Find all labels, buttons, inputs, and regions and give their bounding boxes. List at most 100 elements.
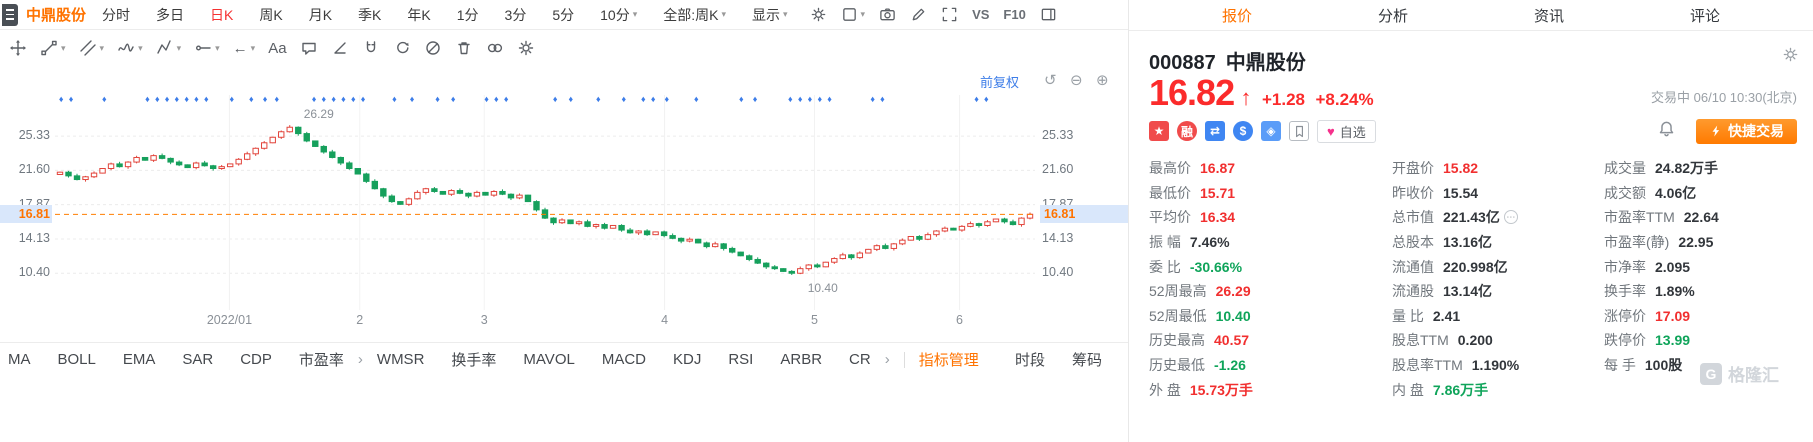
event-diamond-icon[interactable]: ♦ (341, 94, 346, 104)
event-diamond-icon[interactable]: ♦ (552, 94, 558, 104)
magnet-tool[interactable] (359, 37, 383, 59)
event-diamond-icon[interactable]: ♦ (194, 94, 199, 104)
event-diamond-icon[interactable]: ♦ (331, 94, 336, 104)
event-diamond-icon[interactable]: ♦ (164, 94, 170, 104)
delete-drawings-tool[interactable] (452, 37, 476, 59)
indicator-MA[interactable]: MA (8, 351, 31, 368)
toolbar-item-day-k[interactable]: 日K (210, 5, 233, 25)
indicator-市盈率[interactable]: 市盈率 (298, 352, 344, 369)
event-diamond-icon[interactable]: ♦ (880, 94, 885, 104)
event-diamond-icon[interactable]: ♦ (321, 94, 327, 104)
indicator-manage-button[interactable]: 指标管理 (918, 352, 979, 369)
toolbar-item-week-k[interactable]: 周K (259, 5, 282, 25)
tag-badge[interactable]: ◈ (1261, 121, 1281, 141)
chart-mode-时段[interactable]: 时段 (1014, 352, 1045, 369)
horizontal-ray-tool[interactable]: ▾ (191, 37, 223, 59)
indicator-EMA[interactable]: EMA (122, 351, 156, 368)
event-diamond-icon[interactable]: ♦ (595, 94, 601, 104)
toolbar-item-month-k[interactable]: 月K (309, 5, 332, 25)
indicator-SAR[interactable]: SAR (182, 351, 214, 368)
toolbar-item-display[interactable]: 显示 ▾ (752, 5, 788, 25)
event-diamond-icon[interactable]: ♦ (262, 94, 268, 104)
move-tool[interactable] (6, 37, 30, 59)
event-diamond-icon[interactable]: ♦ (807, 94, 813, 104)
toolbar-item-quarter-k[interactable]: 季K (358, 5, 381, 25)
screenshot-icon[interactable] (879, 6, 896, 23)
adjust-mode-link[interactable]: 前复权 (980, 75, 1020, 90)
link-tool[interactable] (483, 37, 507, 59)
toolbar-item-5min[interactable]: 5分 (552, 5, 574, 25)
tab-news[interactable]: 资讯 (1533, 7, 1564, 25)
candlestick-chart[interactable] (55, 95, 1035, 310)
indicator-scroll-right-icon[interactable]: › (357, 351, 363, 368)
channel-tool[interactable]: ▾ (76, 37, 108, 59)
comment-tool[interactable] (297, 37, 321, 59)
toolbar-item-1min[interactable]: 1分 (457, 5, 479, 25)
event-diamond-icon[interactable]: ♦ (797, 94, 803, 104)
arrow-tool[interactable]: ← ▾ (230, 38, 259, 59)
indicator-换手率[interactable]: 换手率 (451, 352, 497, 369)
event-diamond-icon[interactable]: ♦ (503, 94, 509, 104)
indicator-WMSR[interactable]: WMSR (376, 351, 425, 368)
event-diamond-icon[interactable]: ♦ (350, 94, 356, 104)
event-diamond-icon[interactable]: ♦ (229, 94, 235, 104)
panel-settings-icon[interactable] (1782, 46, 1799, 68)
event-diamond-icon[interactable]: ♦ (664, 94, 670, 104)
event-diamond-icon[interactable]: ♦ (435, 94, 440, 104)
event-diamond-icon[interactable]: ♦ (827, 94, 832, 104)
wave-tool[interactable]: ▾ (114, 37, 146, 59)
event-diamond-icon[interactable]: ♦ (311, 94, 317, 104)
toolbar-item-year-k[interactable]: 年K (407, 5, 430, 25)
app-menu-icon[interactable] (2, 3, 18, 26)
event-diamond-icon[interactable]: ♦ (392, 94, 397, 104)
hide-drawings-tool[interactable] (421, 37, 445, 59)
indicator-RSI[interactable]: RSI (728, 351, 754, 368)
sub-indicator-scroll-right-icon[interactable]: › (884, 351, 890, 368)
tab-quote[interactable]: 报价 (1221, 7, 1252, 25)
zoom-in-icon[interactable]: ⊕ (1096, 72, 1109, 89)
angle-tool[interactable] (328, 37, 352, 59)
tab-analysis[interactable]: 分析 (1377, 7, 1408, 25)
draw-mode-icon[interactable] (910, 6, 927, 23)
event-diamond-icon[interactable]: ♦ (984, 94, 989, 104)
indicator-MAVOL[interactable]: MAVOL (523, 351, 575, 368)
event-diamond-icon[interactable]: ♦ (102, 94, 107, 104)
margin-badge[interactable]: 融 (1177, 121, 1197, 141)
undo-icon[interactable]: ↺ (1044, 72, 1057, 89)
toolbar-item-10min[interactable]: 10分 ▾ (600, 5, 637, 25)
event-diamond-icon[interactable]: ♦ (693, 94, 699, 104)
event-diamond-icon[interactable]: ♦ (360, 94, 366, 104)
event-diamond-icon[interactable]: ♦ (641, 94, 646, 104)
event-diamond-icon[interactable]: ♦ (450, 94, 456, 104)
event-diamond-icon[interactable]: ♦ (409, 94, 415, 104)
vs-button[interactable]: VS (972, 7, 989, 22)
event-diamond-icon[interactable]: ♦ (249, 94, 254, 104)
toolbar-item-3min[interactable]: 3分 (505, 5, 527, 25)
quick-trade-button[interactable]: 快捷交易 (1696, 118, 1797, 144)
event-diamond-icon[interactable]: ♦ (494, 94, 499, 104)
layout-select-icon[interactable]: ▾ (841, 6, 865, 23)
indicator-KDJ[interactable]: KDJ (673, 351, 702, 368)
indicator-ARBR[interactable]: ARBR (780, 351, 823, 368)
side-panel-icon[interactable] (1040, 6, 1057, 23)
event-diamond-icon[interactable]: ♦ (203, 94, 209, 104)
trend-line-tool[interactable]: ▾ (37, 37, 69, 59)
drawing-settings-icon[interactable] (514, 37, 538, 59)
indicator-CR[interactable]: CR (849, 351, 871, 368)
bookmark-badge[interactable] (1289, 121, 1309, 141)
cn-market-badge[interactable]: ★ (1149, 121, 1169, 141)
event-diamond-icon[interactable]: ♦ (484, 94, 489, 104)
event-diamond-icon[interactable]: ♦ (568, 94, 574, 104)
rotate-tool[interactable] (390, 37, 414, 59)
toolbar-item-multiday[interactable]: 多日 (156, 5, 184, 25)
toolbar-item-all-week-k[interactable]: 全部:周K ▾ (663, 5, 726, 25)
dollar-badge[interactable]: $ (1233, 121, 1253, 141)
event-diamond-icon[interactable]: ♦ (145, 94, 150, 104)
alert-bell-icon[interactable] (1657, 119, 1676, 143)
indicator-BOLL[interactable]: BOLL (57, 351, 96, 368)
event-diamond-icon[interactable]: ♦ (739, 94, 744, 104)
event-diamond-icon[interactable]: ♦ (174, 94, 180, 104)
event-diamond-icon[interactable]: ♦ (817, 94, 823, 104)
event-diamond-icon[interactable]: ♦ (154, 94, 160, 104)
event-diamond-icon[interactable]: ♦ (650, 94, 656, 104)
